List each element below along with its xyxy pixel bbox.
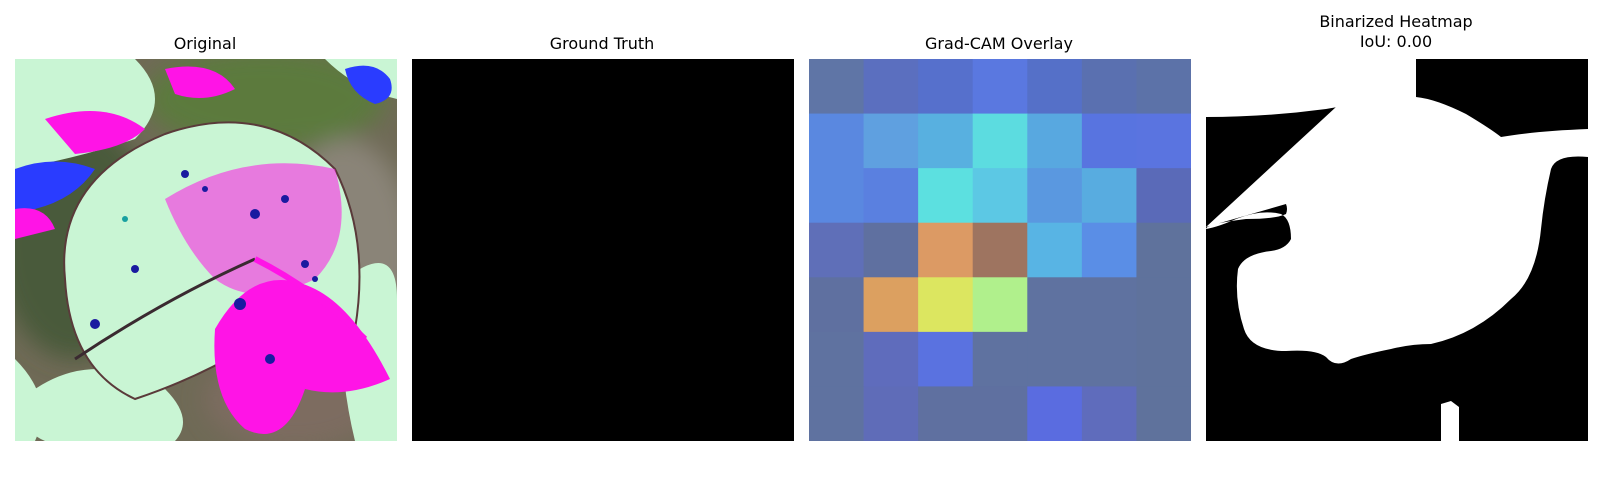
gradcam-cell bbox=[1081, 331, 1137, 387]
gradcam-cell bbox=[972, 113, 1028, 169]
binarized-mask bbox=[1206, 59, 1588, 441]
gradcam-heatmap bbox=[809, 59, 1191, 441]
gradcam-cell bbox=[1081, 168, 1137, 224]
mask-region-bottom bbox=[1441, 401, 1459, 441]
gradcam-overlay bbox=[809, 59, 1191, 441]
gradcam-cell bbox=[809, 277, 865, 333]
panel-title-gradcam: Grad-CAM Overlay bbox=[925, 34, 1073, 53]
gradcam-cell bbox=[972, 168, 1028, 224]
gradcam-cell bbox=[863, 168, 919, 224]
gradcam-cell bbox=[1136, 113, 1191, 169]
gradcam-cell bbox=[863, 331, 919, 387]
gradcam-cell bbox=[1136, 331, 1191, 387]
gradcam-cell bbox=[809, 222, 865, 278]
gradcam-cell bbox=[1081, 222, 1137, 278]
gradcam-cell bbox=[863, 59, 919, 115]
gradcam-cell bbox=[1081, 386, 1137, 441]
gradcam-cell bbox=[972, 277, 1028, 333]
gradcam-cell bbox=[1081, 59, 1137, 115]
gradcam-cell bbox=[918, 59, 974, 115]
gradcam-cell bbox=[1136, 386, 1191, 441]
gradcam-cell bbox=[1027, 331, 1083, 387]
gradcam-cell bbox=[1027, 113, 1083, 169]
gradcam-cell bbox=[863, 277, 919, 333]
gradcam-cell bbox=[972, 222, 1028, 278]
gradcam-cell bbox=[972, 331, 1028, 387]
gradcam-cell bbox=[863, 222, 919, 278]
panel-title-ground-truth: Ground Truth bbox=[549, 34, 655, 53]
gradcam-cell bbox=[918, 386, 974, 441]
gradcam-cell bbox=[1027, 59, 1083, 115]
binarized-heatmap bbox=[1206, 59, 1588, 441]
gradcam-cell bbox=[1027, 386, 1083, 441]
gradcam-cell bbox=[1081, 113, 1137, 169]
gradcam-cell bbox=[863, 113, 919, 169]
gradcam-cell bbox=[1027, 222, 1083, 278]
gradcam-cell bbox=[1136, 59, 1191, 115]
ground-truth-mask bbox=[412, 59, 794, 441]
gradcam-cell bbox=[972, 386, 1028, 441]
gradcam-cell bbox=[809, 113, 865, 169]
gradcam-cell bbox=[1027, 277, 1083, 333]
panel-title-original: Original bbox=[173, 34, 237, 53]
original-image bbox=[15, 59, 397, 441]
gradcam-cell bbox=[1136, 222, 1191, 278]
gradcam-cell bbox=[809, 331, 865, 387]
gradcam-cell bbox=[918, 113, 974, 169]
gradcam-cell bbox=[918, 277, 974, 333]
original-image-drawing bbox=[15, 59, 397, 441]
gradcam-cell bbox=[918, 222, 974, 278]
gradcam-cell bbox=[1027, 168, 1083, 224]
panel-title-binarized: Binarized Heatmap IoU: 0.00 bbox=[1319, 12, 1473, 51]
gradcam-cell bbox=[809, 59, 865, 115]
gradcam-cell bbox=[1136, 277, 1191, 333]
gradcam-cell bbox=[809, 168, 865, 224]
gradcam-cell bbox=[1081, 277, 1137, 333]
gradcam-cell bbox=[1136, 168, 1191, 224]
mask-region-main bbox=[1206, 59, 1588, 364]
gradcam-cell bbox=[918, 168, 974, 224]
gradcam-cell bbox=[863, 386, 919, 441]
gradcam-cell bbox=[809, 386, 865, 441]
gradcam-cell bbox=[972, 59, 1028, 115]
gradcam-cell bbox=[918, 331, 974, 387]
